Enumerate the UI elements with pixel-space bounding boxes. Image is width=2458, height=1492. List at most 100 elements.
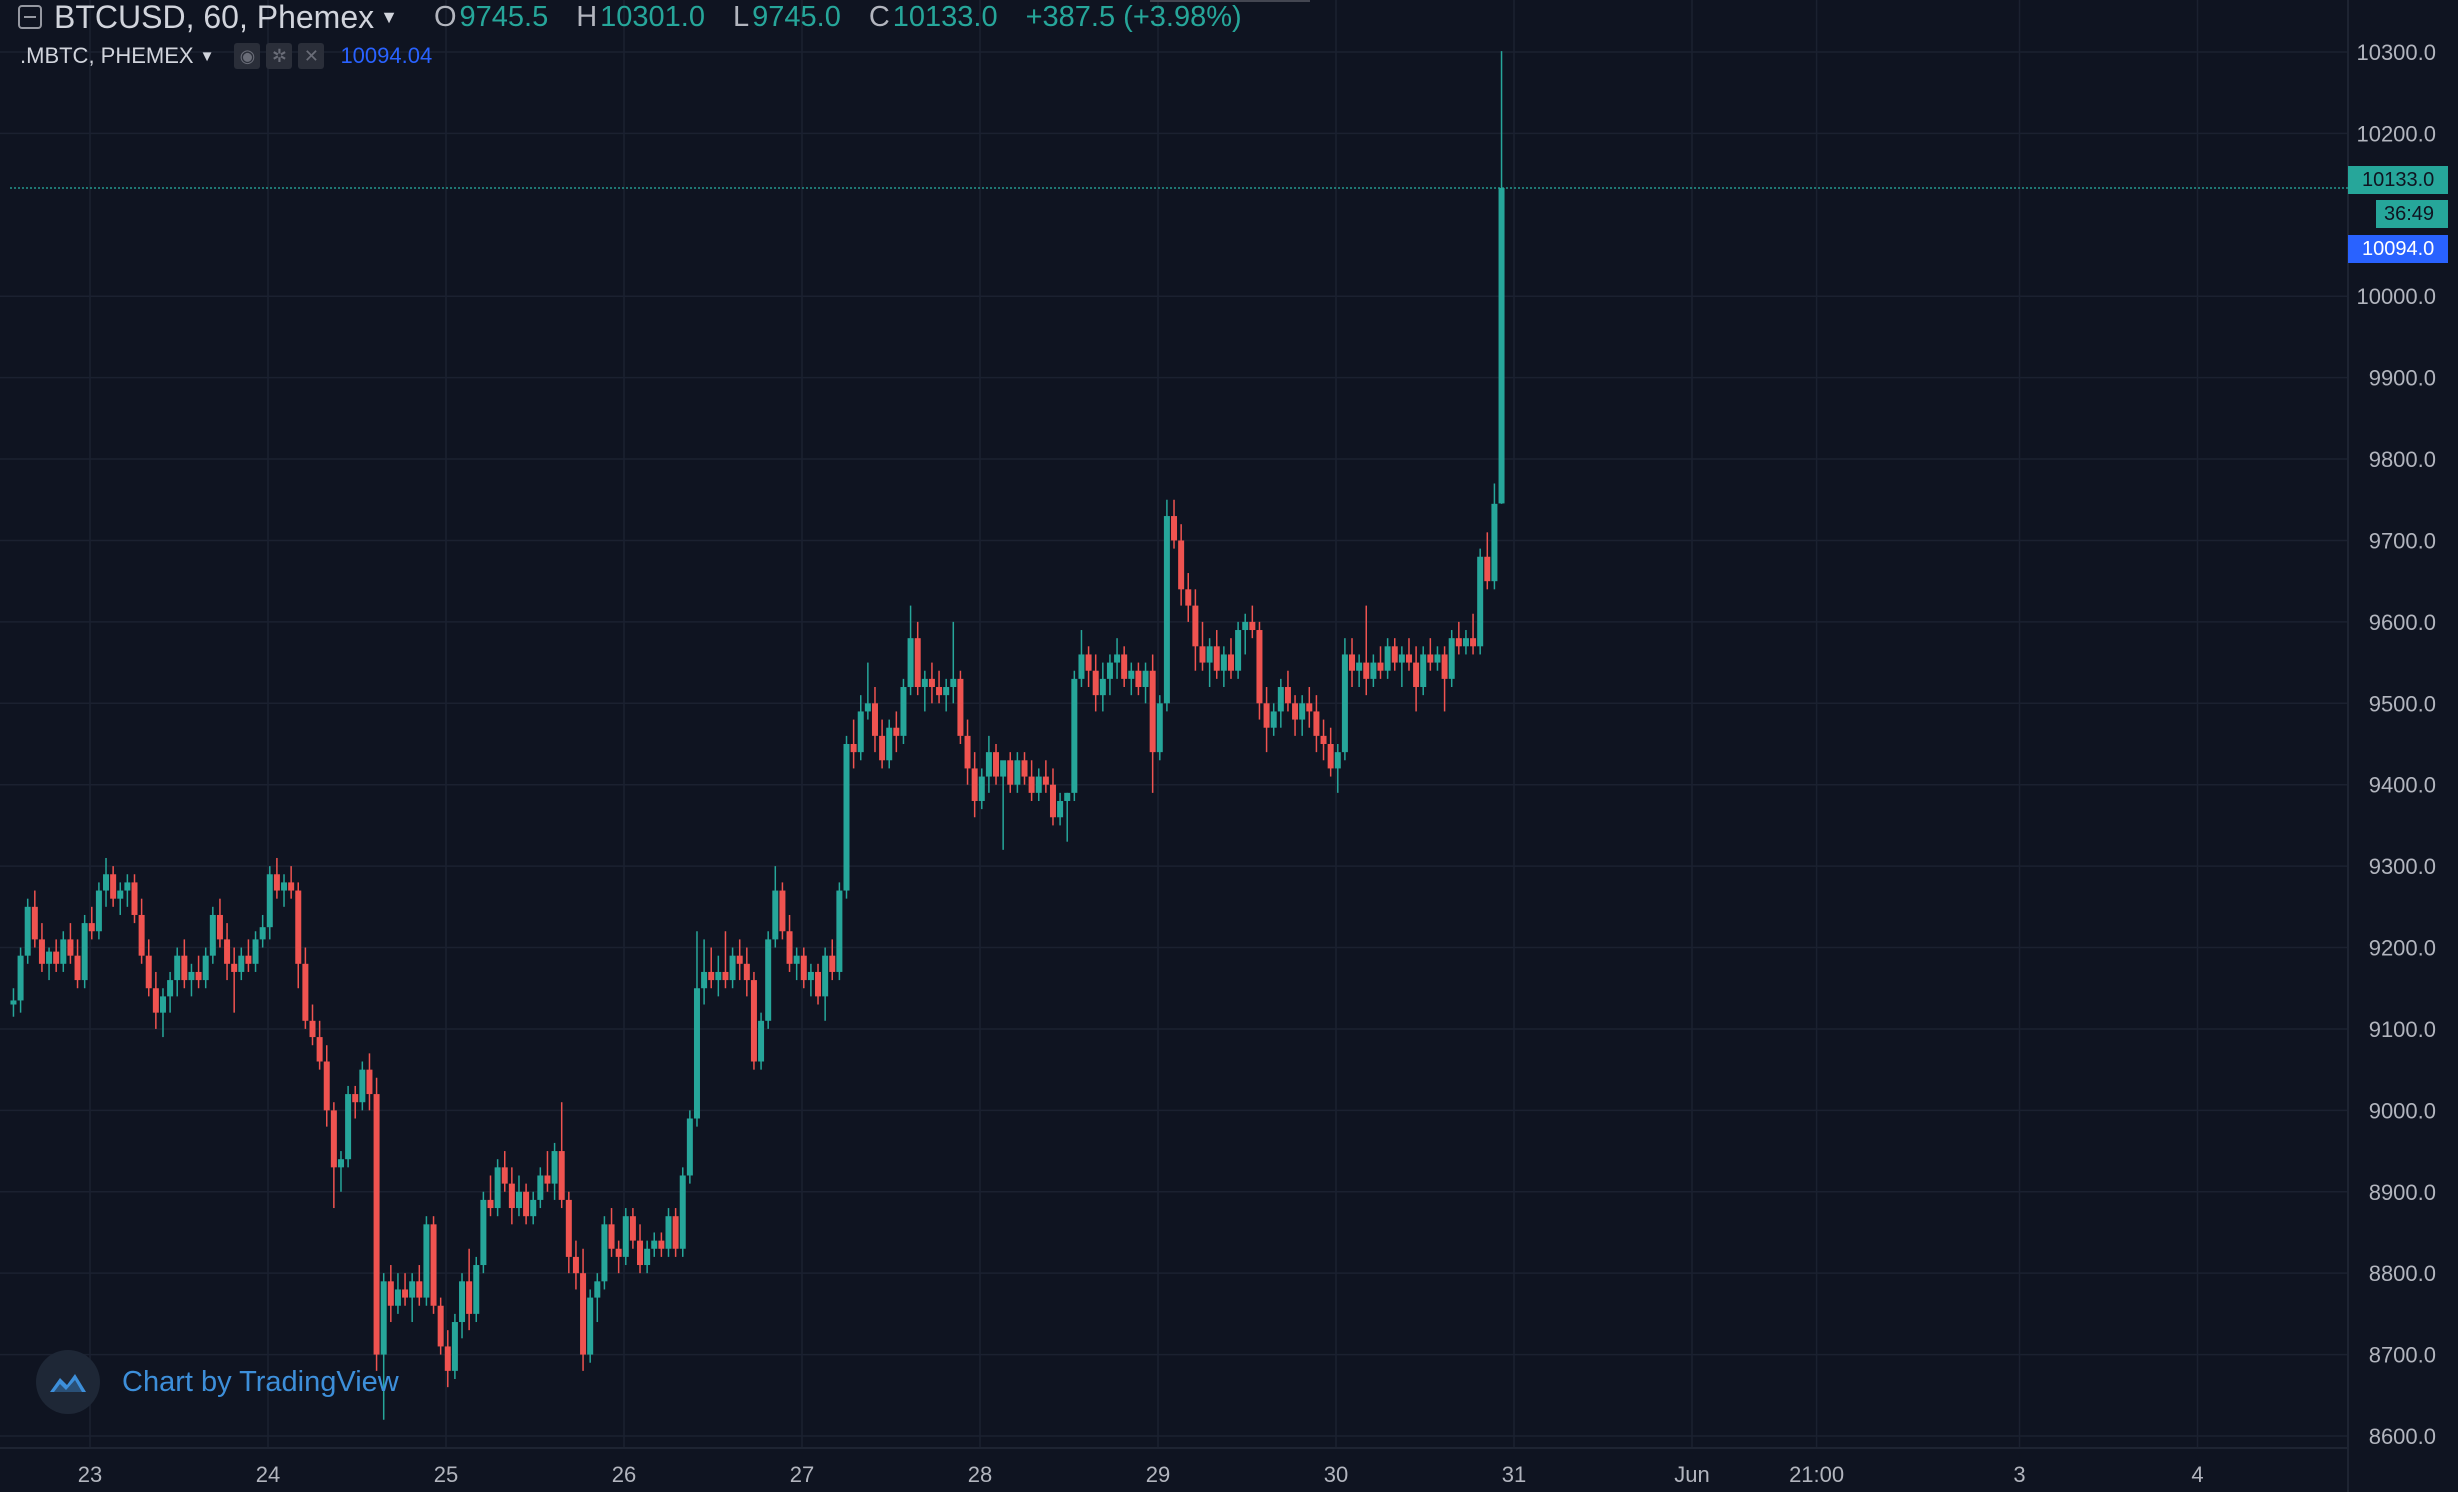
- candle-body: [1477, 556, 1484, 647]
- candle-body: [174, 955, 181, 981]
- candle-body: [273, 874, 280, 891]
- candle-body: [758, 1020, 765, 1062]
- candle-body: [743, 963, 750, 981]
- candle-body: [1313, 711, 1320, 736]
- candle-body: [815, 971, 822, 997]
- candle-body: [985, 752, 992, 777]
- candle-body: [31, 906, 38, 940]
- time-tick-label: 24: [256, 1462, 280, 1487]
- time-tick-label: 4: [2191, 1462, 2203, 1487]
- symbol-title[interactable]: BTCUSD, 60, Phemex: [54, 0, 375, 35]
- candle-body: [900, 687, 907, 736]
- candle-body: [238, 955, 245, 972]
- candle-body: [793, 955, 800, 964]
- candle-body: [38, 939, 45, 964]
- price-tick-label: 9000.0: [2369, 1098, 2436, 1123]
- grid-lines: [0, 0, 2349, 1492]
- candle-body: [1085, 654, 1092, 671]
- candle-body: [24, 906, 31, 956]
- candle-body: [1071, 678, 1078, 793]
- candle-body: [1441, 654, 1448, 679]
- candle-body: [323, 1061, 330, 1111]
- candle-body: [879, 735, 886, 761]
- candles: [10, 51, 1505, 1420]
- price-tick-label: 9600.0: [2369, 610, 2436, 635]
- candle-body: [1391, 646, 1398, 663]
- price-tick-label: 8800.0: [2369, 1261, 2436, 1286]
- eye-icon[interactable]: ◉: [234, 43, 261, 69]
- candle-body: [1405, 654, 1412, 663]
- candle-body: [1007, 760, 1014, 785]
- candle-body: [473, 1265, 480, 1314]
- candle-body: [1377, 662, 1384, 671]
- candle-body: [53, 951, 60, 964]
- gear-icon[interactable]: ✲: [266, 43, 293, 69]
- candle-body: [345, 1094, 352, 1160]
- candle-body: [523, 1191, 530, 1217]
- candle-body: [88, 923, 95, 932]
- candle-body: [822, 955, 829, 997]
- candle-body: [394, 1289, 401, 1306]
- candle-body: [366, 1069, 373, 1095]
- candle-body: [46, 951, 53, 964]
- chevron-down-icon[interactable]: ▼: [380, 6, 398, 27]
- candle-body: [1292, 703, 1299, 720]
- bar-countdown-tag: 36:49: [2376, 200, 2448, 228]
- time-tick-label: 21:00: [1789, 1462, 1844, 1487]
- candle-body: [416, 1281, 423, 1298]
- candle-body: [1491, 503, 1498, 582]
- candle-body: [1192, 605, 1199, 647]
- collapse-icon[interactable]: [18, 5, 42, 29]
- candle-body: [138, 914, 145, 956]
- change-value: +387.5 (+3.98%): [1025, 0, 1242, 33]
- price-tick-label: 9300.0: [2369, 854, 2436, 879]
- candle-body: [580, 1273, 587, 1355]
- indicator-value: 10094.04: [340, 43, 433, 68]
- candle-body: [907, 638, 914, 688]
- candle-body: [252, 939, 259, 964]
- candle-body: [729, 955, 736, 981]
- candle-body: [1462, 638, 1469, 647]
- candle-body: [202, 955, 209, 981]
- chevron-down-icon[interactable]: ▼: [199, 47, 215, 65]
- candle-body: [67, 939, 74, 956]
- candle-body: [651, 1240, 658, 1249]
- candle-body: [1227, 654, 1234, 671]
- candle-body: [316, 1037, 323, 1062]
- high-value: 10301.0: [600, 0, 705, 33]
- time-tick-label: 30: [1324, 1462, 1348, 1487]
- close-icon[interactable]: ✕: [298, 43, 325, 69]
- candle-body: [587, 1297, 594, 1355]
- candle-body: [103, 874, 110, 891]
- candle-body: [1199, 646, 1206, 663]
- candle-body: [779, 890, 786, 932]
- candle-body: [181, 955, 188, 981]
- candle-body: [1242, 621, 1249, 631]
- candle-body: [437, 1305, 444, 1347]
- candle-body: [1142, 670, 1149, 688]
- candle-body: [978, 776, 985, 801]
- candle-body: [622, 1216, 629, 1257]
- indicator-name[interactable]: .MBTC, PHEMEX: [20, 43, 194, 68]
- close-value: 10133.0: [892, 0, 998, 33]
- candle-body: [494, 1167, 501, 1209]
- candle-body: [637, 1240, 644, 1266]
- candle-body: [843, 744, 850, 891]
- candle-body: [658, 1240, 665, 1249]
- low-label: L: [732, 0, 750, 33]
- candle-body: [330, 1110, 337, 1168]
- candle-body: [993, 752, 1000, 777]
- candle-body: [1413, 662, 1420, 688]
- candle-body: [701, 971, 708, 989]
- candle-body: [807, 971, 814, 981]
- candle-body: [558, 1151, 565, 1200]
- candle-body: [131, 882, 138, 915]
- candle-body: [964, 735, 971, 769]
- candle-body: [836, 890, 843, 972]
- candle-body: [921, 678, 928, 688]
- tradingview-logo-icon: [36, 1350, 100, 1414]
- tradingview-watermark[interactable]: Chart by TradingView: [36, 1350, 399, 1414]
- candle-body: [409, 1281, 416, 1298]
